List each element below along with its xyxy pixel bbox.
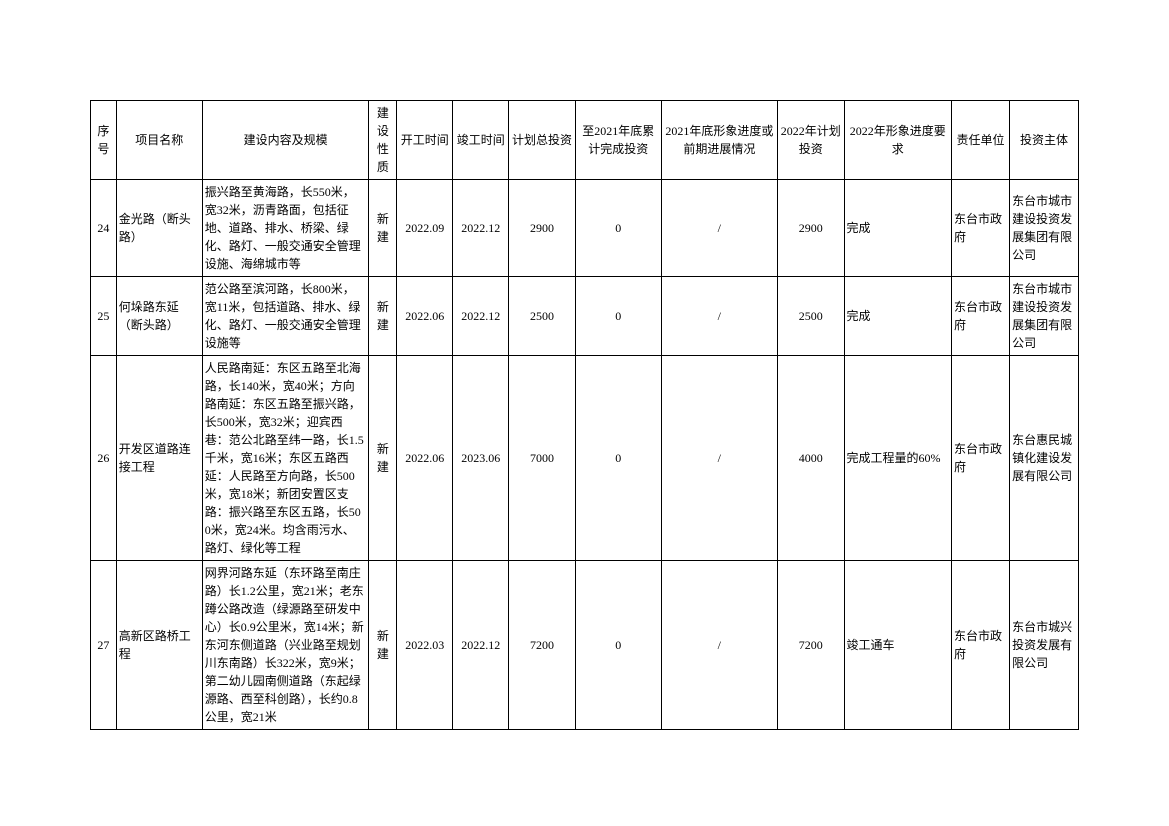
table-row: 24 金光路（断头路） 振兴路至黄海路，长550米，宽32米，沥青路面，包括征地…	[91, 180, 1079, 277]
cell-plan: 2500	[777, 277, 844, 356]
col-req: 2022年形象进度要求	[844, 101, 952, 180]
table-header: 序号 项目名称 建设内容及规模 建设性质 开工时间 竣工时间 计划总投资 至20…	[91, 101, 1079, 180]
cell-end: 2022.12	[453, 180, 509, 277]
col-content: 建设内容及规模	[202, 101, 369, 180]
table-body: 24 金光路（断头路） 振兴路至黄海路，长550米，宽32米，沥青路面，包括征地…	[91, 180, 1079, 730]
cell-start: 2022.09	[397, 180, 453, 277]
cell-name: 金光路（断头路）	[116, 180, 202, 277]
cell-invest: 东台惠民城镇化建设发展有限公司	[1010, 356, 1079, 561]
cell-req: 完成工程量的60%	[844, 356, 952, 561]
cell-end: 2022.12	[453, 277, 509, 356]
cell-progress: /	[661, 356, 777, 561]
cell-nature: 新建	[369, 356, 397, 561]
cell-start: 2022.03	[397, 561, 453, 730]
cell-nature: 新建	[369, 561, 397, 730]
col-cum: 至2021年底累计完成投资	[575, 101, 661, 180]
cell-cum: 0	[575, 180, 661, 277]
cell-seq: 24	[91, 180, 117, 277]
cell-progress: /	[661, 561, 777, 730]
col-end: 竣工时间	[453, 101, 509, 180]
cell-seq: 25	[91, 277, 117, 356]
cell-nature: 新建	[369, 277, 397, 356]
cell-name: 何垛路东延（断头路）	[116, 277, 202, 356]
cell-total: 7200	[509, 561, 576, 730]
cell-req: 竣工通车	[844, 561, 952, 730]
col-nature: 建设性质	[369, 101, 397, 180]
cell-progress: /	[661, 180, 777, 277]
cell-total: 7000	[509, 356, 576, 561]
cell-seq: 27	[91, 561, 117, 730]
cell-total: 2900	[509, 180, 576, 277]
cell-content: 网界河路东延（东环路至南庄路）长1.2公里，宽21米；老东蹲公路改造（绿源路至研…	[202, 561, 369, 730]
col-plan: 2022年计划投资	[777, 101, 844, 180]
cell-resp: 东台市政府	[952, 561, 1010, 730]
cell-nature: 新建	[369, 180, 397, 277]
cell-resp: 东台市政府	[952, 277, 1010, 356]
cell-invest: 东台市城兴投资发展有限公司	[1010, 561, 1079, 730]
table-row: 27 高新区路桥工程 网界河路东延（东环路至南庄路）长1.2公里，宽21米；老东…	[91, 561, 1079, 730]
col-invest: 投资主体	[1010, 101, 1079, 180]
cell-seq: 26	[91, 356, 117, 561]
col-start: 开工时间	[397, 101, 453, 180]
cell-cum: 0	[575, 561, 661, 730]
cell-plan: 4000	[777, 356, 844, 561]
cell-resp: 东台市政府	[952, 356, 1010, 561]
cell-plan: 7200	[777, 561, 844, 730]
cell-content: 人民路南延：东区五路至北海路，长140米，宽40米；方向路南延：东区五路至振兴路…	[202, 356, 369, 561]
cell-cum: 0	[575, 277, 661, 356]
cell-invest: 东台市城市建设投资发展集团有限公司	[1010, 277, 1079, 356]
col-seq: 序号	[91, 101, 117, 180]
cell-resp: 东台市政府	[952, 180, 1010, 277]
cell-start: 2022.06	[397, 356, 453, 561]
cell-total: 2500	[509, 277, 576, 356]
cell-name: 高新区路桥工程	[116, 561, 202, 730]
col-total: 计划总投资	[509, 101, 576, 180]
cell-invest: 东台市城市建设投资发展集团有限公司	[1010, 180, 1079, 277]
table-row: 25 何垛路东延（断头路） 范公路至滨河路，长800米，宽11米，包括道路、排水…	[91, 277, 1079, 356]
project-table: 序号 项目名称 建设内容及规模 建设性质 开工时间 竣工时间 计划总投资 至20…	[90, 100, 1079, 730]
col-progress: 2021年底形象进度或前期进展情况	[661, 101, 777, 180]
cell-progress: /	[661, 277, 777, 356]
table-row: 26 开发区道路连接工程 人民路南延：东区五路至北海路，长140米，宽40米；方…	[91, 356, 1079, 561]
cell-content: 振兴路至黄海路，长550米，宽32米，沥青路面，包括征地、道路、排水、桥梁、绿化…	[202, 180, 369, 277]
cell-content: 范公路至滨河路，长800米，宽11米，包括道路、排水、绿化、路灯、一般交通安全管…	[202, 277, 369, 356]
cell-end: 2023.06	[453, 356, 509, 561]
cell-end: 2022.12	[453, 561, 509, 730]
col-resp: 责任单位	[952, 101, 1010, 180]
cell-plan: 2900	[777, 180, 844, 277]
cell-cum: 0	[575, 356, 661, 561]
cell-req: 完成	[844, 277, 952, 356]
cell-req: 完成	[844, 180, 952, 277]
cell-start: 2022.06	[397, 277, 453, 356]
col-name: 项目名称	[116, 101, 202, 180]
cell-name: 开发区道路连接工程	[116, 356, 202, 561]
